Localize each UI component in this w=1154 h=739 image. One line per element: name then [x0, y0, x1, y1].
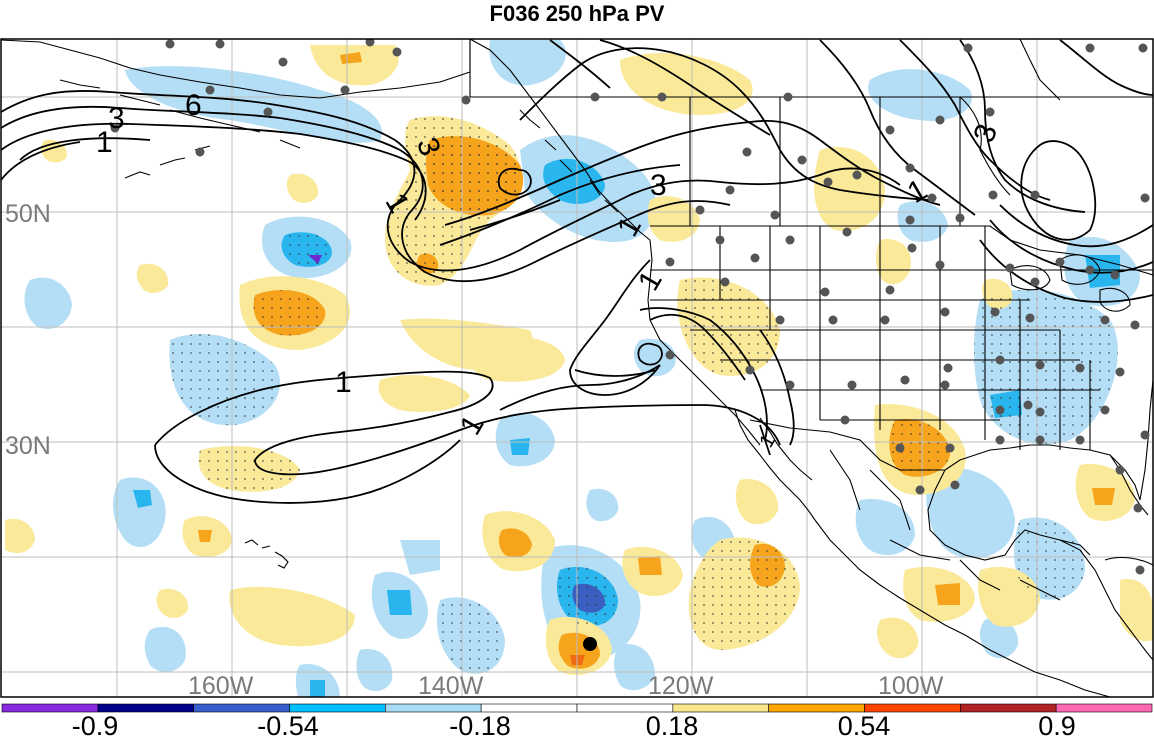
colorbar-tick-label: 0.9: [1038, 711, 1076, 739]
lat-label-30n: 30N: [5, 432, 51, 460]
pv-contours: [1, 39, 1153, 504]
contour-label: 3: [650, 169, 667, 202]
lat-label-50n: 50N: [5, 200, 51, 228]
contour-label: 1: [96, 126, 113, 159]
colorbar-tick-label: -0.18: [449, 711, 511, 739]
map-frame: [0, 38, 1154, 698]
lon-label-140w: 140W: [418, 672, 484, 700]
stippling: [169, 116, 1118, 674]
colorbar-tick-label: -0.54: [257, 711, 319, 739]
colorbar-tick-label: 0.54: [838, 711, 891, 739]
lon-label-100w: 100W: [878, 672, 944, 700]
pv-anomaly-shading: [5, 40, 1153, 697]
contour-label: 6: [185, 89, 202, 122]
station-dots: [110, 39, 1150, 575]
colorbar-tick-labels: -0.9 -0.54 -0.18 0.18 0.54 0.9: [72, 711, 1076, 739]
colorbar-tick-label: -0.9: [72, 711, 119, 739]
coastlines-and-borders: [1, 39, 1153, 697]
colorbar: [1, 703, 1153, 713]
colorbar-tick-label: 0.18: [646, 711, 699, 739]
contour-label: 3: [108, 102, 125, 135]
lon-label-160w: 160W: [188, 672, 254, 700]
storm-center-dot: [583, 637, 597, 651]
map-title: F036 250 hPa PV: [489, 1, 665, 26]
colorbar-segment: [1055, 703, 1153, 713]
contour-label: 1: [335, 366, 352, 399]
lon-label-120w: 120W: [648, 672, 714, 700]
contour-labels: 3 1 6 3 1 3 1 1 3 1 1 1 1: [96, 89, 1004, 452]
